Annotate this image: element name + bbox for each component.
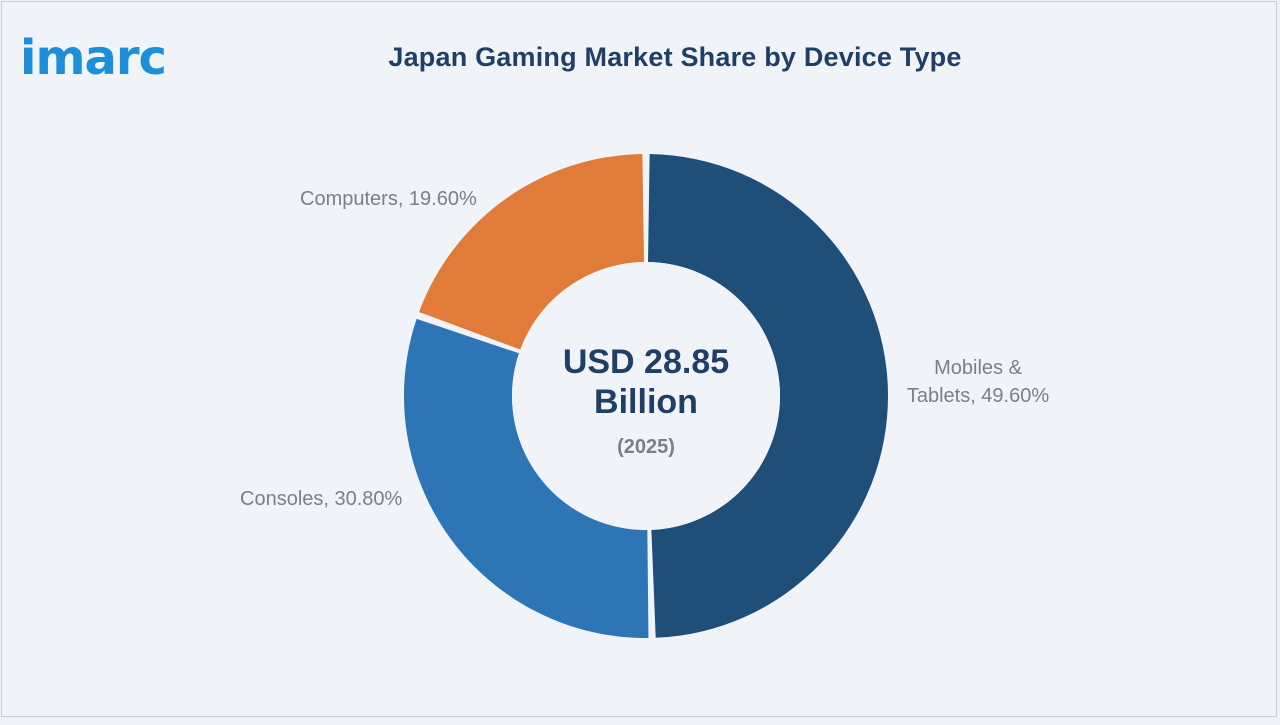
center-total-line1: USD 28.85	[562, 343, 730, 381]
label-computers: Computers, 19.60%	[300, 188, 477, 210]
chart-title: Japan Gaming Market Share by Device Type	[388, 42, 962, 72]
slice-computers	[419, 154, 644, 350]
center-total: USD 28.85 Billion	[546, 342, 746, 422]
donut-hole	[512, 262, 780, 530]
svg-text:imarc: imarc	[20, 30, 166, 82]
center-total-line2: Billion	[594, 383, 698, 421]
label-mobiles-line1: Mobiles &	[934, 357, 1022, 379]
slice-mobiles-tablets	[648, 154, 888, 638]
label-consoles: Consoles, 30.80%	[240, 488, 403, 510]
center-year: (2025)	[617, 436, 675, 458]
label-mobiles-tablets: Mobiles & Tablets, 49.60%	[900, 354, 1056, 410]
imarc-logo: imarc	[20, 22, 200, 82]
slice-consoles	[403, 318, 649, 638]
label-mobiles-line2: Tablets, 49.60%	[906, 385, 1050, 407]
